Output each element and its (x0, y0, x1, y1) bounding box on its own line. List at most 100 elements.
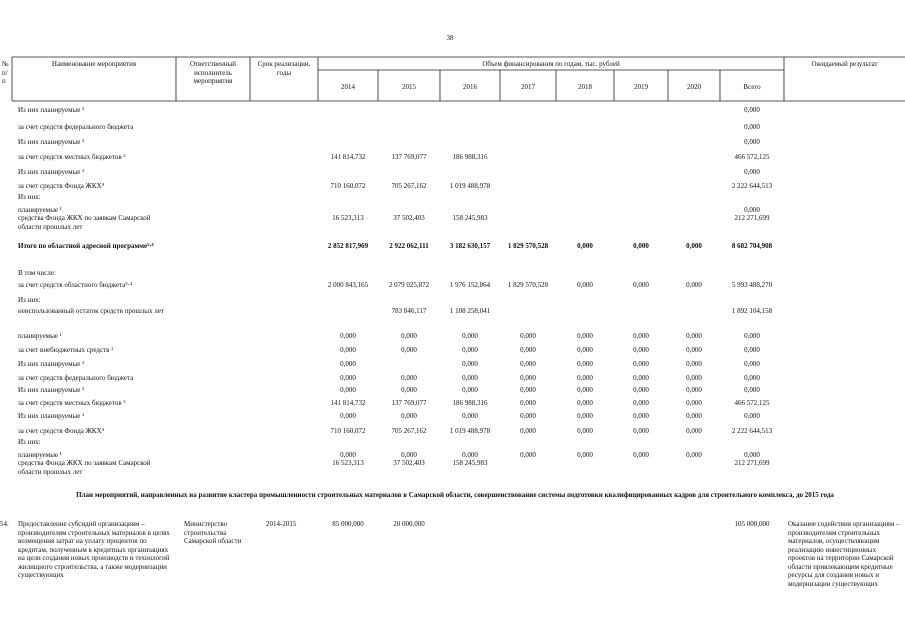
cell-value: 0,000 (744, 386, 760, 394)
cell-value: 0,000 (633, 360, 649, 368)
cell-value: 0,000 (744, 374, 760, 382)
cell-value: 37 502,403 (393, 214, 425, 222)
cell-value: 0,000 (686, 386, 702, 394)
cell-value: 0,000 (577, 386, 593, 394)
cell-value: 1 108 258,041 (449, 307, 491, 315)
cell-value: 0,000 (340, 360, 356, 368)
cell-value: 0,000 (577, 399, 593, 407)
cell-value: 0,000 (520, 360, 536, 368)
cell-value: 2 922 062,111 (389, 242, 429, 250)
row-name: за счет средств местных бюджетов ² (18, 153, 126, 161)
row-name: за счет средств областного бюджета³·⁴ (18, 281, 133, 289)
header-responsible: Ответственный исполнитель мероприятия (189, 60, 237, 85)
cell-value: 466 572,125 (734, 399, 770, 407)
header-result: Ожидаемый результат (811, 60, 878, 68)
cell-value: 0,000 (633, 399, 649, 407)
row-name: Из них планируемые ² (18, 412, 85, 420)
header-year: 2017 (521, 83, 535, 91)
row-name: Из них планируемые ¹ (18, 106, 85, 114)
cell-value: 16 523,313 (332, 214, 364, 222)
cell-value: 0,000 (633, 427, 649, 435)
cell-value: 0,000 (462, 451, 478, 459)
cell-value: 137 769,077 (391, 153, 427, 161)
cell-value: 0,000 (744, 346, 760, 354)
row-name: В том числе: (18, 269, 56, 277)
item-value: 20 000,000 (393, 520, 425, 528)
cell-value: 705 267,162 (391, 182, 427, 190)
cell-value: 0,000 (577, 360, 593, 368)
cell-value: 16 523,313 (332, 459, 364, 467)
cell-value: 0,000 (520, 451, 536, 459)
row-name: Итого по областной адресной программе⁵·⁶ (18, 242, 154, 250)
cell-value: 0,000 (520, 374, 536, 382)
cell-value: 0,000 (633, 374, 649, 382)
cell-value: 2 852 817,969 (327, 242, 369, 250)
cell-value: 1 829 570,528 (507, 281, 549, 289)
cell-value: 0,000 (577, 281, 593, 289)
cell-value: 0,000 (577, 451, 593, 459)
cell-value: 0,000 (401, 332, 417, 340)
cell-value: 5 993 488,270 (731, 281, 773, 289)
cell-value: 2 079 025,872 (388, 281, 430, 289)
row-name: Из них: (18, 193, 41, 201)
header-year: Всего (743, 83, 761, 91)
cell-value: 0,000 (340, 412, 356, 420)
cell-value: 1 892 104,158 (731, 307, 773, 315)
cell-value: 0,000 (633, 332, 649, 340)
cell-value: 212 271,699 (734, 214, 770, 222)
cell-value: 0,000 (577, 346, 593, 354)
header-name: Наименование мероприятия (51, 60, 137, 68)
row-name: средства Фонда ЖКХ по заявкам Самарской … (18, 214, 151, 231)
header-funding: Объем финансирования по годам, тыс. рубл… (482, 60, 620, 68)
cell-value: 0,000 (520, 399, 536, 407)
cell-value: 158 245,983 (452, 214, 488, 222)
cell-value: 0,000 (633, 386, 649, 394)
cell-value: 0,000 (686, 346, 702, 354)
cell-value: 137 769,077 (391, 399, 427, 407)
cell-value: 0,000 (744, 360, 760, 368)
cell-value: 1 976 152,864 (449, 281, 491, 289)
cell-value: 141 814,732 (330, 399, 366, 407)
cell-value: 0,000 (520, 346, 536, 354)
header-year: 2020 (687, 83, 701, 91)
cell-value: 0,000 (686, 412, 702, 420)
item-value: 105 000,000 (734, 520, 770, 528)
cell-value: 0,000 (686, 360, 702, 368)
row-name: Из них: (18, 296, 41, 304)
cell-value: 0,000 (401, 412, 417, 420)
row-name: планируемые ¹ (18, 332, 62, 340)
cell-value: 158 245,983 (452, 459, 488, 467)
row-name: за счет средств федерального бюджета (18, 374, 134, 382)
cell-value: 0,000 (633, 346, 649, 354)
cell-value: 705 267,162 (391, 427, 427, 435)
section-title: План мероприятий, направленных на развит… (76, 491, 834, 499)
cell-value: 0,000 (744, 412, 760, 420)
cell-value: 37 502,403 (393, 459, 425, 467)
cell-value: 0,000 (686, 242, 702, 250)
cell-value: 141 814,732 (330, 153, 366, 161)
row-name: неиспользованный остаток средств прошлых… (18, 307, 164, 315)
cell-value: 710 160,072 (330, 182, 366, 190)
cell-value: 0,000 (633, 412, 649, 420)
row-name: Из них планируемые ¹ (18, 360, 85, 368)
row-name: за счет средств местных бюджетов ² (18, 399, 126, 407)
cell-value: 0,000 (686, 374, 702, 382)
item-term: 2014-2015 (266, 520, 297, 528)
cell-value: 0,000 (462, 386, 478, 394)
cell-value: 0,000 (401, 451, 417, 459)
cell-value: 1 829 570,528 (507, 242, 549, 250)
row-name: Из них планируемые ¹ (18, 386, 85, 394)
cell-value: 0,000 (633, 242, 649, 250)
cell-value: 0,000 (401, 386, 417, 394)
cell-value: 0,000 (577, 332, 593, 340)
cell-value: 0,000 (520, 386, 536, 394)
cell-value: 2 000 843,165 (327, 281, 369, 289)
row-name: Из них планируемые ¹ (18, 168, 85, 176)
cell-value: 0,000 (744, 168, 760, 176)
cell-value: 0,000 (340, 386, 356, 394)
cell-value: 0,000 (686, 281, 702, 289)
cell-value: 0,000 (340, 346, 356, 354)
cell-value: 0,000 (744, 138, 760, 146)
cell-value: 186 988,316 (452, 399, 488, 407)
row-name: планируемые ¹ (18, 206, 62, 214)
